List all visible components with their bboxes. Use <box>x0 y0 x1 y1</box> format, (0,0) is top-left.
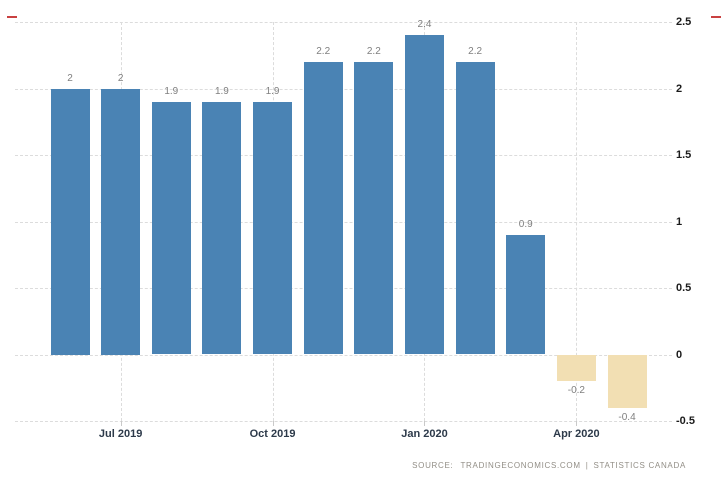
source-provider: STATISTICS CANADA <box>593 461 686 470</box>
bar-value-label: 1.9 <box>265 85 280 97</box>
v-gridline <box>576 22 578 421</box>
bar-value-label: 2.2 <box>316 45 331 57</box>
y-tick-label: 0 <box>676 348 683 361</box>
chart-bar[interactable] <box>506 234 546 355</box>
chart-bar[interactable] <box>607 354 647 408</box>
bar-value-label: 2 <box>117 72 124 84</box>
bar-value-label: 2 <box>67 72 73 84</box>
chart-bar[interactable] <box>202 101 242 355</box>
top-right-accent-dash <box>711 16 721 18</box>
source-separator: | <box>585 461 589 470</box>
chart-bar[interactable] <box>354 61 394 355</box>
x-tick-label: Jul 2019 <box>98 428 143 440</box>
bar-value-label: 1.9 <box>214 85 229 97</box>
h-gridline <box>15 221 672 223</box>
y-tick-label: 1 <box>676 215 683 228</box>
chart-bar[interactable] <box>455 61 495 355</box>
chart-bar[interactable] <box>253 101 293 355</box>
y-tick-label: -0.5 <box>676 415 695 427</box>
chart-bar[interactable] <box>303 61 343 355</box>
bar-value-label: 2.2 <box>468 45 483 57</box>
bar-value-label: 2.4 <box>417 19 432 31</box>
chart-bar[interactable] <box>101 88 141 355</box>
source-site: TRADINGECONOMICS.COM <box>460 461 581 470</box>
x-tick-mark <box>120 421 122 426</box>
y-tick-label: 0.5 <box>676 282 692 294</box>
y-tick-label: 2.5 <box>676 16 692 28</box>
bar-value-label: -0.4 <box>618 411 636 423</box>
x-tick-mark <box>576 421 578 426</box>
h-gridline <box>15 22 672 23</box>
h-gridline <box>15 354 672 356</box>
h-gridline <box>15 421 672 422</box>
y-tick-label: 2 <box>676 82 683 95</box>
h-gridline <box>15 155 672 156</box>
chart-bar[interactable] <box>50 88 90 355</box>
h-gridline <box>15 288 672 289</box>
bar-value-label: -0.2 <box>567 385 585 397</box>
x-tick-label: Apr 2020 <box>553 428 600 440</box>
bar-value-label: 1.9 <box>164 85 179 97</box>
x-tick-mark <box>272 421 274 426</box>
bar-value-label: 0.9 <box>518 218 533 230</box>
chart-bar[interactable] <box>556 354 596 382</box>
source-attribution: SOURCE: TRADINGECONOMICS.COM | STATISTICS C… <box>412 461 686 470</box>
plot-area <box>15 22 672 422</box>
y-tick-label: 1.5 <box>676 149 692 161</box>
top-left-accent-dash <box>7 16 17 18</box>
x-tick-label: Jan 2020 <box>401 428 448 440</box>
source-label: SOURCE: <box>412 461 454 470</box>
chart-bar[interactable] <box>151 101 191 355</box>
h-gridline <box>15 88 672 90</box>
chart-bar[interactable] <box>404 35 444 355</box>
bar-value-label: 2.2 <box>366 45 381 57</box>
x-tick-mark <box>424 421 426 426</box>
x-tick-label: Oct 2019 <box>249 428 296 440</box>
